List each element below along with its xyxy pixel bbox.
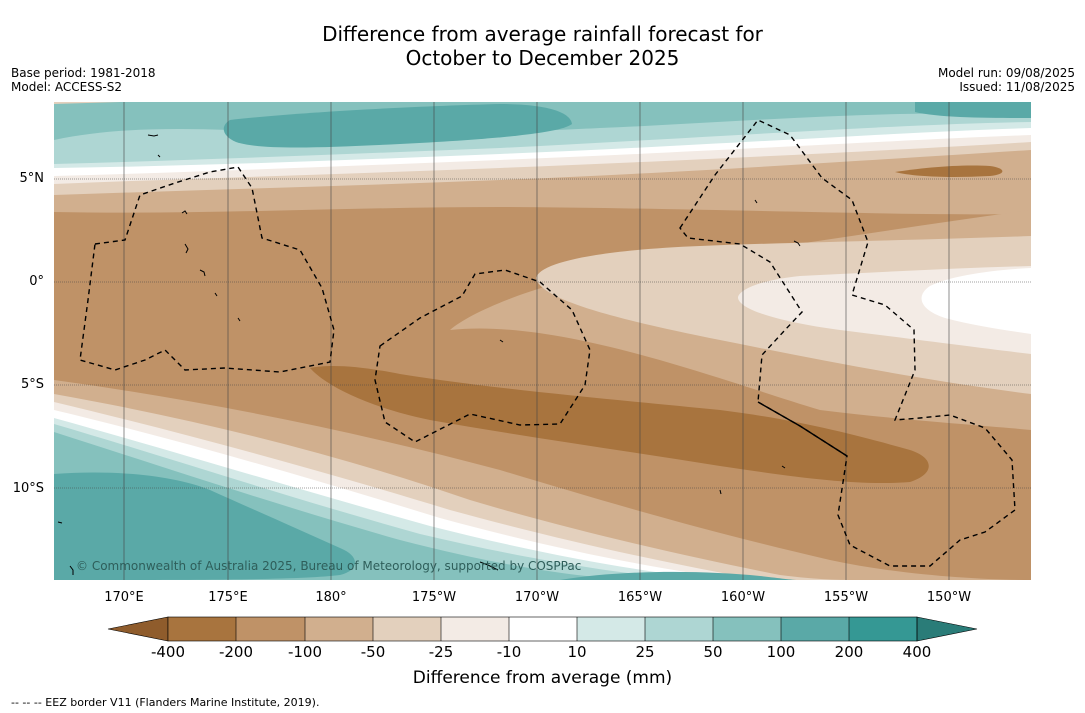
island	[69, 565, 74, 575]
central-dark-band	[310, 366, 929, 484]
colorbar-tick: -10	[496, 643, 522, 661]
colorbar-swatch	[509, 617, 577, 641]
colorbar-min-arrow	[107, 616, 169, 642]
island	[754, 199, 758, 204]
island	[479, 561, 499, 571]
colorbar-tick: -100	[287, 643, 323, 661]
colorbar-max-arrow	[916, 616, 978, 642]
north-core-teal	[223, 104, 572, 148]
colorbar-swatch	[168, 617, 236, 641]
south-east-teal	[560, 571, 800, 580]
island	[237, 317, 241, 322]
island	[793, 240, 801, 247]
colorbar-swatch	[713, 617, 781, 641]
lat-label-5s: 5°S	[20, 377, 44, 392]
colorbar-tick: 10	[567, 643, 587, 661]
colorbar-tick: -200	[218, 643, 254, 661]
eez-border-line-islands-region	[679, 119, 1016, 567]
island	[781, 465, 786, 469]
graticule	[54, 102, 1031, 580]
lon-label-155w: 155°W	[823, 590, 869, 605]
colorbar-swatch	[305, 617, 373, 641]
chart-title-line-1: Difference from average rainfall forecas…	[322, 22, 763, 46]
lon-label-170w: 170°W	[514, 590, 560, 605]
island	[147, 134, 159, 137]
colorbar-swatch	[236, 617, 305, 641]
lon-label-175w: 175°W	[411, 590, 457, 605]
base-period-text: Base period: 1981-2018	[11, 66, 156, 80]
chart-title-line-2: October to December 2025	[405, 46, 680, 70]
lon-label-170e: 170°E	[104, 590, 144, 605]
colorbar-tick: -50	[360, 643, 386, 661]
island	[181, 210, 188, 215]
colorbar-swatch	[373, 617, 441, 641]
model-info: Base period: 1981-2018 Model: ACCESS-S2	[11, 66, 156, 94]
lon-label-165w: 165°W	[617, 590, 663, 605]
colorbar-frame	[167, 616, 918, 642]
lon-label-180: 180°	[315, 590, 347, 605]
map-contours	[54, 102, 1031, 580]
eez-solid-segment	[757, 401, 848, 457]
colorbar-tick: 50	[703, 643, 723, 661]
colorbar-tick: -400	[150, 643, 186, 661]
island	[57, 521, 63, 524]
island	[184, 243, 189, 254]
lon-label-160w: 160°W	[720, 590, 766, 605]
issued-date-text: Issued: 11/08/2025	[959, 80, 1075, 94]
colorbar-swatch	[441, 617, 509, 641]
eez-border-tuvalu-region	[79, 166, 335, 373]
colorbar-swatch	[577, 617, 645, 641]
island	[499, 339, 504, 343]
north-west-pale	[54, 102, 120, 104]
colorbar-tick: -25	[428, 643, 454, 661]
lat-label-0: 0°	[29, 274, 44, 289]
colorbar-tick: 400	[902, 643, 932, 661]
lat-label-5n: 5°N	[19, 171, 45, 186]
island	[157, 154, 161, 158]
colorbar-title: Difference from average (mm)	[412, 668, 673, 688]
model-run-text: Model run: 09/08/2025	[937, 66, 1075, 80]
lon-label-150w: 150°W	[926, 590, 972, 605]
island	[719, 489, 722, 495]
model-name-text: Model: ACCESS-S2	[11, 80, 123, 94]
south-core-teal	[54, 472, 355, 580]
eez-borders	[79, 119, 1016, 567]
eez-border-phoenix-region	[374, 269, 591, 443]
colorbar-swatch	[781, 617, 849, 641]
copyright-text: © Commonwealth of Australia 2025, Bureau…	[76, 559, 582, 573]
island	[214, 292, 218, 297]
lon-label-175e: 175°E	[208, 590, 248, 605]
footnote-eez: -- -- -- EEZ border V11 (Flanders Marine…	[11, 696, 320, 709]
colorbar-tick: 25	[635, 643, 655, 661]
colorbar	[107, 616, 978, 642]
run-info: Model run: 09/08/2025 Issued: 11/08/2025	[938, 66, 1075, 94]
north-east-teal	[915, 102, 1031, 118]
colorbar-swatch	[645, 617, 713, 641]
colorbar-tick: 200	[834, 643, 864, 661]
islands	[57, 134, 801, 575]
lat-label-10s: 10°S	[12, 481, 44, 496]
colorbar-swatch	[849, 617, 917, 641]
island	[199, 269, 206, 277]
colorbar-tick: 100	[766, 643, 796, 661]
colorbar-dividers	[235, 617, 850, 641]
